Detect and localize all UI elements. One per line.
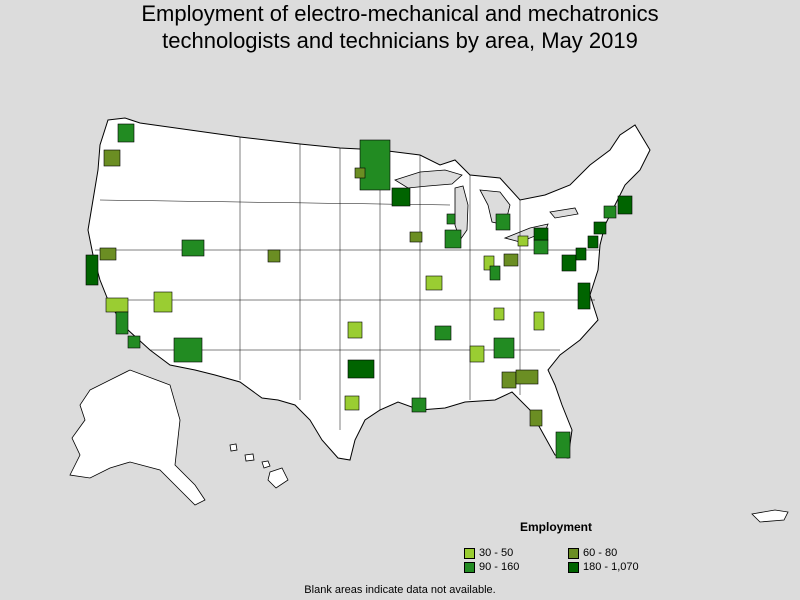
lake-superior (394, 169, 463, 189)
area-iowa (409, 231, 423, 243)
area-new-orleans (411, 397, 427, 413)
footnote: Blank areas indicate data not available. (304, 584, 496, 596)
legend-item-60-80: 60 - 80 (568, 546, 617, 560)
area-phoenix (173, 337, 203, 363)
area-memphis (434, 325, 452, 341)
area-boundaries (95, 137, 600, 430)
area-st-louis (425, 275, 443, 291)
area-north-dakota (359, 139, 391, 191)
legend-label: 90 - 160 (479, 561, 520, 573)
area-knoxville (493, 307, 505, 321)
legend-swatch (568, 561, 579, 573)
area-indianapolis (483, 255, 495, 271)
area-baltimore (575, 247, 587, 261)
area-detroit (495, 213, 511, 231)
area-denver (267, 249, 281, 263)
area-nashville (469, 345, 485, 363)
alaska-outline (69, 369, 206, 506)
area-cincinnati (503, 253, 519, 267)
lake-michigan (454, 185, 469, 241)
legend-item-180-1070: 180 - 1,070 (568, 560, 639, 574)
legend-label: 180 - 1,070 (583, 561, 639, 573)
area-philadelphia (587, 235, 599, 249)
area-tampa (529, 409, 543, 427)
area-los-angeles (115, 311, 129, 335)
area-portland (103, 149, 121, 167)
legend-swatch (464, 561, 475, 573)
area-charlotte (533, 311, 545, 331)
area-boston (617, 195, 633, 215)
legend-swatch (464, 547, 475, 559)
area-chicago (444, 229, 462, 249)
area-salt-lake (181, 239, 205, 257)
area-richmond (577, 282, 591, 310)
employment-areas (85, 123, 633, 459)
area-columbus-ga (515, 369, 539, 385)
area-dc (561, 254, 577, 272)
area-pennsylvania (533, 227, 549, 241)
area-fresno (105, 297, 129, 313)
area-sf-bay (85, 254, 99, 286)
title-line-2: technologists and technicians by area, M… (162, 28, 638, 53)
area-milwaukee (446, 213, 456, 225)
area-sacramento (99, 247, 117, 261)
legend-item-90-160: 90 - 160 (464, 560, 519, 574)
area-las-vegas (153, 291, 173, 313)
area-hartford (603, 205, 617, 219)
area-orlando (555, 431, 571, 459)
area-dallas (347, 359, 375, 379)
area-san-diego (127, 335, 141, 349)
area-pittsburgh (517, 235, 529, 247)
lake-ontario (549, 207, 579, 219)
area-minneapolis (391, 187, 411, 207)
area-cleveland (533, 239, 549, 255)
map-legend: Employment 30 - 50 60 - 80 90 - 160 180 … (462, 520, 682, 580)
legend-swatch (568, 547, 579, 559)
hawaii-islands (229, 443, 289, 489)
area-seattle (117, 123, 135, 143)
legend-title: Employment (520, 520, 593, 534)
area-alabama (501, 371, 517, 389)
puerto-rico (751, 509, 789, 523)
area-new-york (593, 221, 607, 235)
area-austin (344, 395, 360, 411)
legend-label: 30 - 50 (479, 547, 514, 559)
map-title: Employment of electro-mechanical and mec… (0, 0, 800, 54)
legend-label: 60 - 80 (583, 547, 618, 559)
area-atlanta (493, 337, 515, 359)
area-nd-small (354, 167, 366, 179)
legend-item-30-50: 30 - 50 (464, 546, 513, 560)
area-louisville (489, 265, 501, 281)
title-line-1: Employment of electro-mechanical and mec… (141, 1, 659, 26)
area-kansas (347, 321, 363, 339)
